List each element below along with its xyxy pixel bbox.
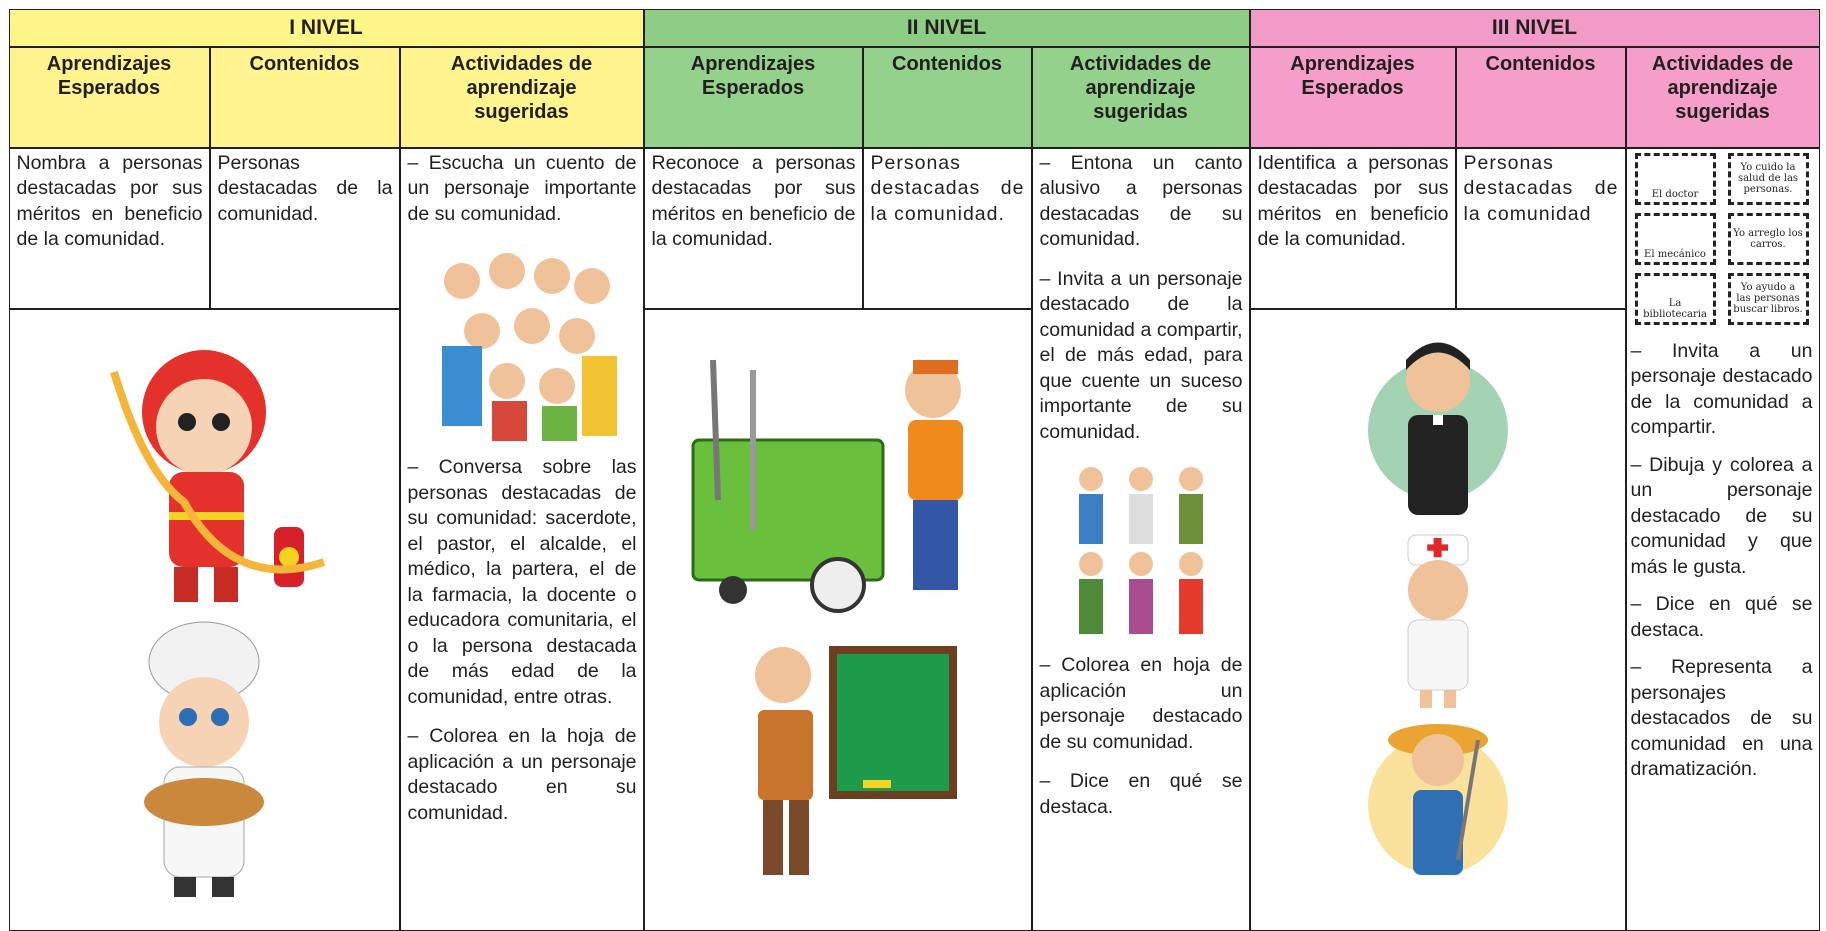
level-title: III NIVEL [1249, 8, 1820, 47]
actividades: – Entona un canto alusivo a personas des… [1031, 147, 1250, 931]
activity: – Entona un canto alusivo a personas des… [1039, 151, 1243, 251]
card-label: La bibliotecaria [1634, 272, 1716, 325]
header: Contenidos [1455, 46, 1626, 148]
header: Actividades de aprendizaje sugeridas [399, 46, 644, 148]
card-label: El doctor [1634, 152, 1716, 205]
header: Actividades de aprendizaje sugeridas [1031, 46, 1250, 148]
actividades: – Escucha un cuento de un personaje impo… [399, 147, 644, 931]
header: Aprendizajes Esperados [643, 46, 863, 148]
nurse-image [1407, 534, 1468, 708]
header: Aprendizajes Esperados [1249, 46, 1456, 148]
card-caption: Yo ayudo a las personas buscar libros. [1727, 272, 1809, 325]
contenidos: Personas destacadas de la comunidad [1455, 147, 1626, 309]
header: Aprendizajes Esperados [8, 46, 210, 148]
contenidos: Personas destacadas de la comunidad. [862, 147, 1032, 309]
header: Actividades de aprendizaje sugeridas [1625, 46, 1820, 148]
crowd-image [442, 253, 617, 441]
activity: – Dibuja y colorea a un personaje destac… [1630, 453, 1813, 578]
illustration-cell [1249, 308, 1626, 931]
level-title: I NIVEL [8, 8, 644, 47]
activity: – Colorea en la hoja de aplicación a un … [407, 725, 637, 824]
activity: – Invita a un personaje destacado de la … [1630, 339, 1813, 439]
contenidos: Personas destacadas de la comunidad. [209, 147, 400, 309]
activity: – Colorea en hoja de aplicación un perso… [1039, 654, 1243, 753]
activity: – Invita a un personaje destacado de la … [1039, 267, 1243, 443]
workers-image [1079, 467, 1203, 634]
farmer-image [1367, 723, 1508, 875]
cards: El doctor Yo cuido la salud de las perso… [1631, 151, 1813, 327]
actividades: El doctor Yo cuido la salud de las perso… [1625, 147, 1820, 931]
activity: – Conversa sobre las personas destacadas… [407, 456, 637, 708]
street-sweeper-image [691, 359, 963, 613]
activity: – Escucha un cuento de un personaje impo… [407, 151, 637, 225]
header: Contenidos [862, 46, 1032, 148]
aprendizajes: Reconoce a personas destacadas por sus m… [643, 147, 863, 309]
level-title: II NIVEL [643, 8, 1250, 47]
card-caption: Yo cuido la salud de las personas. [1727, 152, 1809, 205]
chef-image [144, 621, 264, 897]
header: Contenidos [209, 46, 400, 148]
activity: – Dice en qué se destaca. [1630, 593, 1813, 641]
aprendizajes: Nombra a personas destacadas por sus mér… [8, 147, 210, 309]
card-label: El mecánico [1634, 212, 1716, 265]
firefighter-image [110, 349, 326, 602]
illustration-cell [643, 308, 1032, 931]
illustration-cell [8, 308, 400, 931]
aprendizajes: Identifica a personas destacadas por sus… [1249, 147, 1456, 309]
activity: – Dice en qué se destaca. [1039, 770, 1243, 818]
teacher-image [754, 645, 957, 875]
priest-image [1367, 342, 1508, 515]
card-caption: Yo arreglo los carros. [1727, 212, 1809, 265]
activity: – Representa a personajes destacados de … [1630, 656, 1813, 780]
